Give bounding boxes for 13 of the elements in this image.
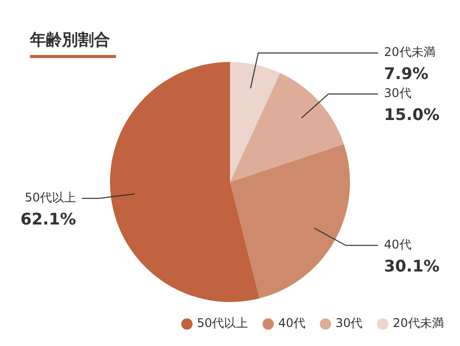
legend-label: 40代 bbox=[278, 316, 306, 330]
data-label: 15.0% bbox=[384, 105, 440, 124]
slice-label: 30代 bbox=[384, 86, 412, 100]
legend-label: 50代以上 bbox=[196, 316, 248, 330]
data-label: 30.1% bbox=[384, 256, 440, 276]
chart-title: 年齢別割合 bbox=[30, 30, 110, 51]
slice-label: 50代以上 bbox=[24, 190, 76, 204]
slice-label: 20代未満 bbox=[384, 45, 436, 60]
slice-label: 40代 bbox=[384, 238, 412, 252]
legend-label: 30代 bbox=[335, 316, 363, 330]
data-label: 62.1% bbox=[20, 210, 76, 229]
legend-label: 20代未満 bbox=[392, 316, 444, 330]
data-label: 7.9% bbox=[384, 64, 428, 84]
